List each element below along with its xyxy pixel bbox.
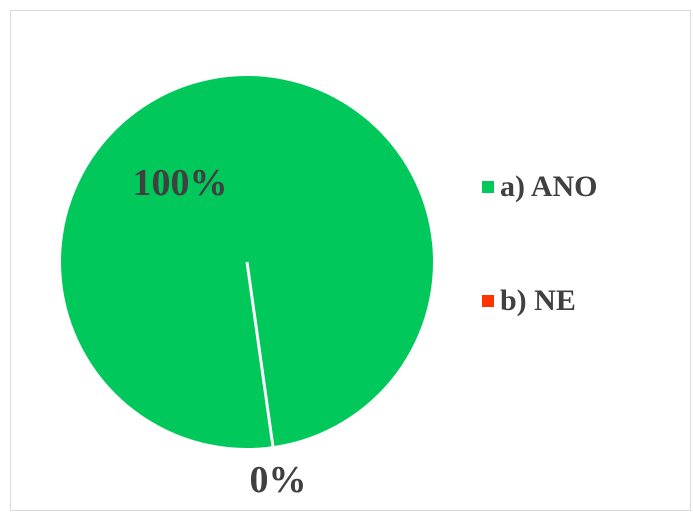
pie-slice-separator	[245, 261, 275, 447]
legend-label-ano: a) ANO	[500, 170, 598, 203]
legend-item-ano[interactable]: a) ANO	[482, 166, 598, 208]
data-label-ne: 0%	[250, 459, 307, 501]
legend: a) ANO b) NE	[482, 166, 598, 394]
legend-swatch-ne	[482, 295, 494, 307]
pie-slices	[61, 76, 433, 448]
legend-label-ne: b) NE	[500, 284, 576, 317]
data-label-ano: 100%	[133, 162, 228, 204]
legend-swatch-ano	[482, 181, 494, 193]
legend-item-ne[interactable]: b) NE	[482, 280, 598, 322]
